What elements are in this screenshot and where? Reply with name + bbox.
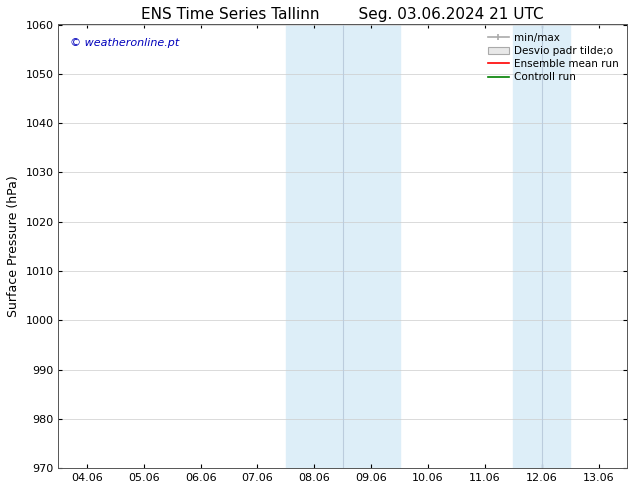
Title: ENS Time Series Tallinn        Seg. 03.06.2024 21 UTC: ENS Time Series Tallinn Seg. 03.06.2024 …	[141, 7, 544, 22]
Text: © weatheronline.pt: © weatheronline.pt	[70, 38, 179, 48]
Y-axis label: Surface Pressure (hPa): Surface Pressure (hPa)	[7, 175, 20, 317]
Bar	[286, 24, 399, 468]
Legend: min/max, Desvio padr tilde;o, Ensemble mean run, Controll run: min/max, Desvio padr tilde;o, Ensemble m…	[485, 30, 622, 85]
Bar	[514, 24, 570, 468]
